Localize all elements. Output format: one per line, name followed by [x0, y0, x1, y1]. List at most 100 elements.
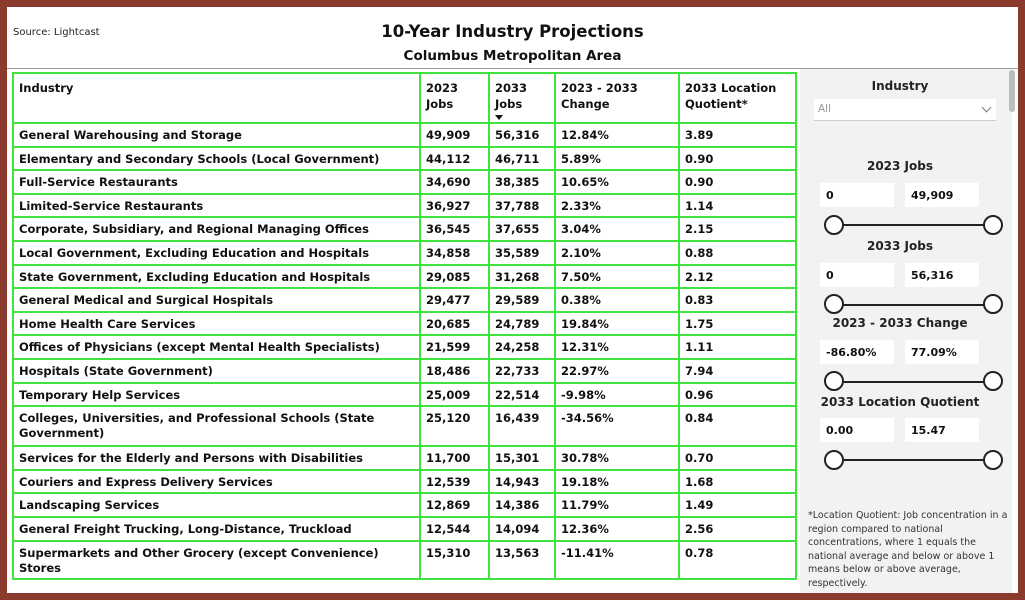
- page-title: 10-Year Industry Projections: [381, 22, 644, 41]
- jobs-2023-cell: 29,477: [419, 287, 490, 313]
- table-row[interactable]: Couriers and Express Delivery Services 12…: [12, 468, 797, 495]
- location-quotient-cell: 2.12: [678, 263, 797, 290]
- table-row[interactable]: Limited-Service Restaurants 36,927 37,788 2…: [12, 192, 797, 219]
- location-quotient-cell: 0.84: [678, 405, 797, 448]
- jobs-2033-cell: 22,733: [488, 357, 556, 384]
- jobs-2033-max-input[interactable]: 56,316: [905, 263, 979, 287]
- jobs-2033-cell: 38,385: [488, 169, 556, 195]
- location-quotient-cell: 2.56: [678, 515, 797, 542]
- jobs-2023-cell: 25,120: [419, 405, 490, 448]
- industry-cell: General Medical and Surgical Hospitals: [12, 287, 421, 313]
- location-quotient-cell: 3.89: [678, 122, 797, 148]
- industry-cell: General Warehousing and Storage: [12, 122, 421, 148]
- jobs-2033-cell: 15,301: [488, 445, 556, 471]
- location-quotient-cell: 0.90: [678, 169, 797, 195]
- change-slider-max-handle[interactable]: [983, 371, 1003, 391]
- column-header-industry[interactable]: Industry: [12, 72, 421, 124]
- projections-table-container[interactable]: Industry 2023 Jobs 2033 Jobs 2023 - 2033…: [12, 72, 799, 593]
- jobs-2033-cell: 29,589: [488, 287, 556, 313]
- industry-cell: Landscaping Services: [12, 492, 421, 518]
- jobs-2023-cell: 15,310: [419, 539, 490, 580]
- location-quotient-slider-min-handle[interactable]: [824, 450, 844, 470]
- jobs-2033-cell: 37,788: [488, 192, 556, 219]
- change-cell: 19.18%: [554, 468, 680, 495]
- industry-cell: Supermarkets and Other Grocery (except C…: [12, 539, 421, 580]
- change-min-input[interactable]: -86.80%: [820, 340, 894, 364]
- industry-dropdown[interactable]: All: [814, 99, 996, 121]
- jobs-2033-cell: 22,514: [488, 381, 556, 408]
- location-quotient-slider-max-handle[interactable]: [983, 450, 1003, 470]
- jobs-2023-cell: 44,112: [419, 145, 490, 172]
- table-row[interactable]: Elementary and Secondary Schools (Local …: [12, 145, 797, 172]
- table-row[interactable]: General Freight Trucking, Long-Distance,…: [12, 515, 797, 542]
- jobs-2023-slider-min-handle[interactable]: [824, 215, 844, 235]
- jobs-2033-filter-label: 2033 Jobs: [866, 239, 934, 253]
- location-quotient-min-input[interactable]: 0.00: [820, 418, 894, 442]
- table-row[interactable]: General Warehousing and Storage 49,909 56,…: [12, 122, 797, 148]
- change-cell: 5.89%: [554, 145, 680, 172]
- industry-cell: Elementary and Secondary Schools (Local …: [12, 145, 421, 172]
- table-row[interactable]: Offices of Physicians (except Mental Hea…: [12, 334, 797, 360]
- jobs-2023-slider-max-handle[interactable]: [983, 215, 1003, 235]
- change-max-input[interactable]: 77.09%: [905, 340, 979, 364]
- jobs-2033-slider-min-handle[interactable]: [824, 294, 844, 314]
- jobs-2023-cell: 18,486: [419, 357, 490, 384]
- jobs-2033-cell: 13,563: [488, 539, 556, 580]
- change-cell: 12.36%: [554, 515, 680, 542]
- location-quotient-cell: 0.83: [678, 287, 797, 313]
- table-row[interactable]: General Medical and Surgical Hospitals 29…: [12, 287, 797, 313]
- table-row[interactable]: Colleges, Universities, and Professional…: [12, 405, 797, 448]
- table-row[interactable]: Local Government, Excluding Education an…: [12, 239, 797, 266]
- table-row[interactable]: Temporary Help Services 25,009 22,514 -9.98…: [12, 381, 797, 408]
- jobs-2033-cell: 31,268: [488, 263, 556, 290]
- industry-cell: Offices of Physicians (except Mental Hea…: [12, 334, 421, 360]
- jobs-2033-cell: 24,258: [488, 334, 556, 360]
- change-slider-track[interactable]: [827, 381, 987, 383]
- change-cell: 19.84%: [554, 310, 680, 337]
- change-slider-min-handle[interactable]: [824, 371, 844, 391]
- location-quotient-cell: 7.94: [678, 357, 797, 384]
- jobs-2023-slider-track[interactable]: [827, 224, 987, 226]
- location-quotient-max-input[interactable]: 15.47: [905, 418, 979, 442]
- change-cell: -34.56%: [554, 405, 680, 448]
- table-row[interactable]: Landscaping Services 12,869 14,386 11.79% 1.…: [12, 492, 797, 518]
- column-header-location-quotient[interactable]: 2033 Location Quotient*: [678, 72, 797, 124]
- industry-cell: Local Government, Excluding Education an…: [12, 239, 421, 266]
- jobs-2023-cell: 11,700: [419, 445, 490, 471]
- jobs-2033-slider-track[interactable]: [827, 304, 987, 306]
- table-row[interactable]: Corporate, Subsidiary, and Regional Mana…: [12, 216, 797, 242]
- jobs-2023-cell: 36,927: [419, 192, 490, 219]
- location-quotient-slider-track[interactable]: [827, 459, 987, 461]
- industry-cell: Temporary Help Services: [12, 381, 421, 408]
- jobs-2033-slider-max-handle[interactable]: [983, 294, 1003, 314]
- column-header-2023-jobs[interactable]: 2023 Jobs: [419, 72, 490, 124]
- jobs-2023-min-input[interactable]: 0: [820, 183, 894, 207]
- table-row[interactable]: State Government, Excluding Education an…: [12, 263, 797, 290]
- table-row[interactable]: Services for the Elderly and Persons wit…: [12, 445, 797, 471]
- table-row[interactable]: Supermarkets and Other Grocery (except C…: [12, 539, 797, 580]
- jobs-2023-max-input[interactable]: 49,909: [905, 183, 979, 207]
- jobs-2033-min-input[interactable]: 0: [820, 263, 894, 287]
- location-quotient-cell: 0.90: [678, 145, 797, 172]
- table-row[interactable]: Hospitals (State Government) 18,486 22,733…: [12, 357, 797, 384]
- table-row[interactable]: Full-Service Restaurants 34,690 38,385 10.6…: [12, 169, 797, 195]
- location-quotient-cell: 1.49: [678, 492, 797, 518]
- table-row[interactable]: Home Health Care Services 20,685 24,789 19.…: [12, 310, 797, 337]
- column-header-change[interactable]: 2023 - 2033 Change: [554, 72, 680, 124]
- jobs-2023-cell: 20,685: [419, 310, 490, 337]
- industry-filter-label: Industry: [871, 79, 929, 93]
- industry-cell: Corporate, Subsidiary, and Regional Mana…: [12, 216, 421, 242]
- industry-cell: Full-Service Restaurants: [12, 169, 421, 195]
- jobs-2023-cell: 25,009: [419, 381, 490, 408]
- change-cell: 7.50%: [554, 263, 680, 290]
- location-quotient-cell: 0.78: [678, 539, 797, 580]
- filter-panel-scrollbar[interactable]: [1009, 70, 1015, 112]
- change-filter-label: 2023 - 2033 Change: [832, 316, 968, 330]
- column-header-2033-jobs[interactable]: 2033 Jobs: [488, 72, 556, 124]
- jobs-2033-cell: 14,386: [488, 492, 556, 518]
- industry-cell: Limited-Service Restaurants: [12, 192, 421, 219]
- change-cell: 0.38%: [554, 287, 680, 313]
- jobs-2033-cell: 35,589: [488, 239, 556, 266]
- jobs-2033-cell: 56,316: [488, 122, 556, 148]
- jobs-2023-filter-label: 2023 Jobs: [866, 159, 934, 173]
